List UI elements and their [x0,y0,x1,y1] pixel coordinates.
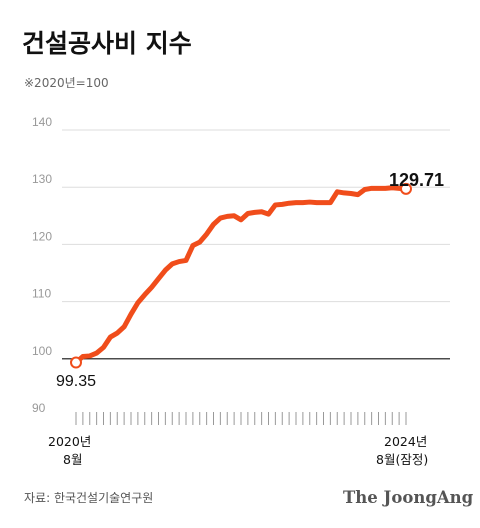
x-start-year-label: 2020년 [48,434,91,449]
y-tick-label: 90 [32,401,46,415]
chart-title: 건설공사비 지수 [22,29,192,58]
y-tick-label: 130 [32,172,52,186]
y-tick-label: 100 [32,344,52,358]
start-point-marker [70,356,82,369]
y-tick-labels: 140 130 120 110 100 90 [32,115,52,415]
start-value-label: 99.35 [56,373,96,390]
chart-subtitle: ※2020년=100 [24,76,109,90]
end-value-label: 129.71 [389,170,444,190]
x-start-month-label: 8월 [63,452,82,467]
x-end-month-label: 8월(잠정) [376,452,428,467]
x-end-year-label: 2024년 [384,434,427,449]
y-tick-label: 120 [32,229,52,243]
x-tick-marks [75,412,407,425]
series-line-path [73,185,409,366]
endpoint-markers [70,182,412,369]
grid-lines [62,129,450,360]
source-note: 자료: 한국건설기술연구원 [24,491,153,505]
brand-logo: The JoongAng [343,488,474,507]
y-tick-label: 140 [32,115,52,129]
end-point-marker [400,182,412,195]
series-line [73,185,409,366]
y-tick-label: 110 [32,287,51,301]
